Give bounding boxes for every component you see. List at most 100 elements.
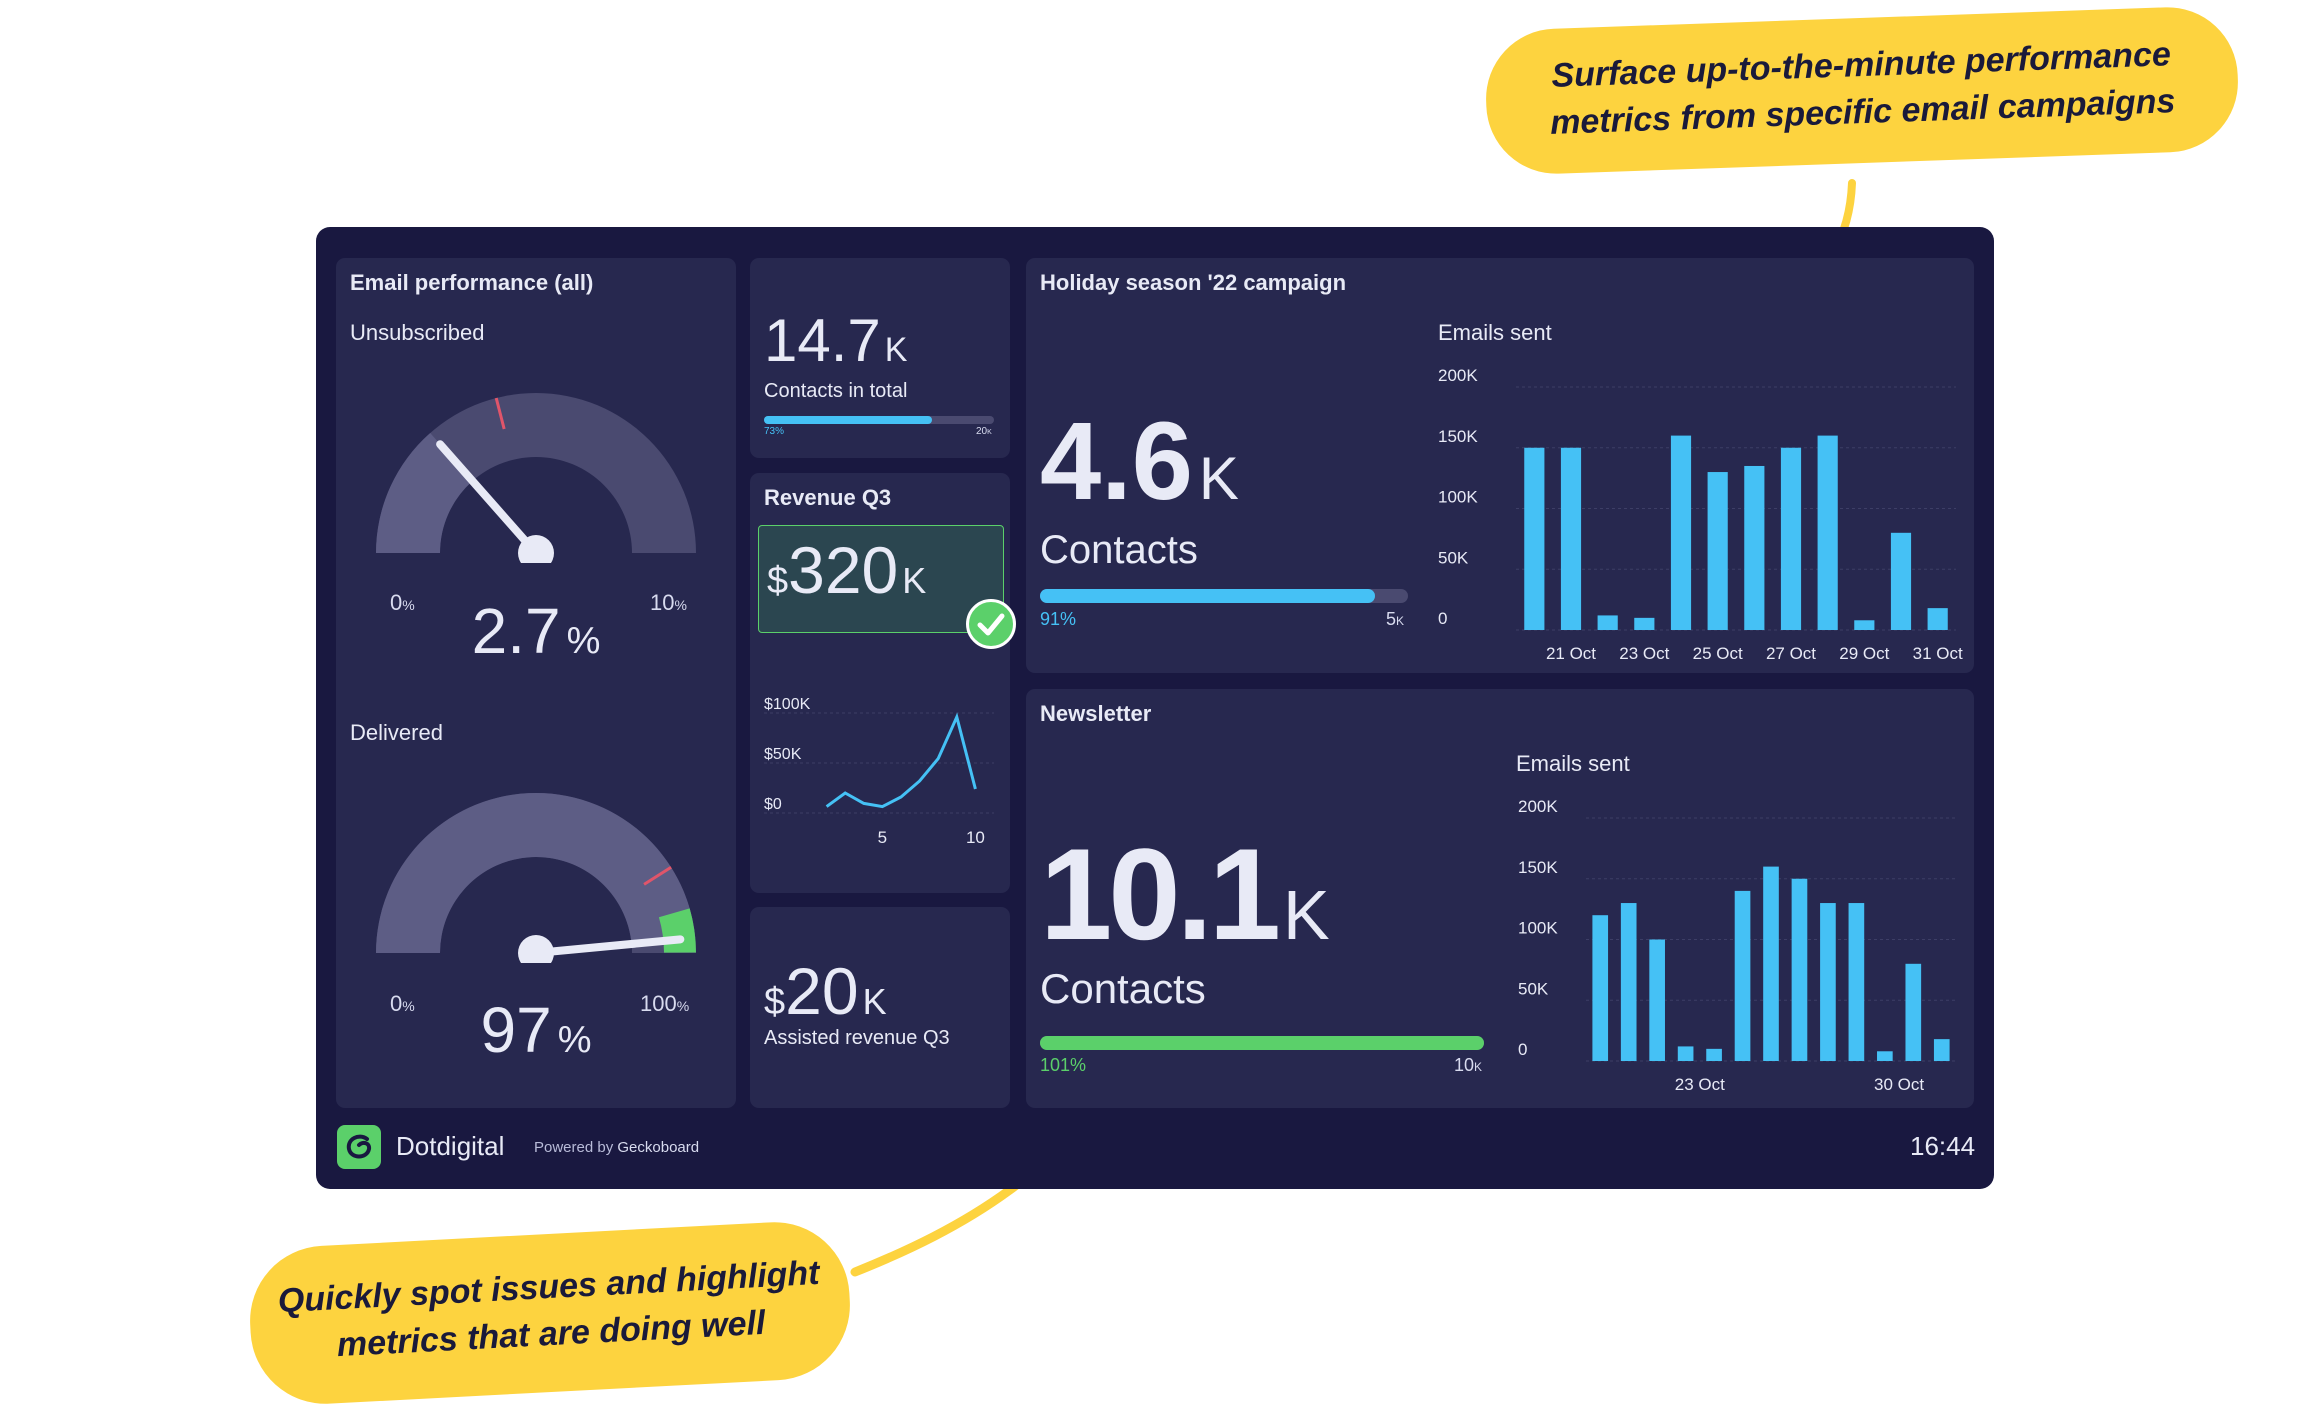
bar xyxy=(1927,608,1948,630)
delivered-number: 97 xyxy=(480,994,552,1066)
bar xyxy=(1820,903,1836,1061)
newsletter-card: Newsletter 10.1K Contacts 101% 10K Email… xyxy=(1026,689,1974,1108)
bar xyxy=(1634,617,1655,630)
email-performance-title: Email performance (all) xyxy=(350,270,594,295)
bar xyxy=(1877,1051,1893,1061)
bar xyxy=(1854,620,1875,630)
bar xyxy=(1848,903,1865,1061)
contacts-total-bar-right-value: 20 xyxy=(976,426,988,437)
delivered-value: 97% xyxy=(336,993,736,1067)
newsletter-chart-title: Emails sent xyxy=(1516,751,1630,776)
assisted-revenue-number: 20 xyxy=(785,954,859,1028)
bar xyxy=(1524,447,1545,630)
bar xyxy=(1677,1046,1694,1061)
bar xyxy=(1791,878,1808,1061)
x-tick-label: 27 Oct xyxy=(1766,644,1816,663)
revenue-value-box: $320 K xyxy=(758,525,1004,633)
unsubscribed-gauge xyxy=(376,393,696,563)
revenue-number: 320 xyxy=(788,533,899,607)
delivered-gauge-fill xyxy=(376,793,696,953)
contacts-total-value: 14.7 K xyxy=(764,306,907,375)
newsletter-bar-left: 101% xyxy=(1040,1055,1087,1075)
unsubscribed-min-unit: % xyxy=(402,597,415,613)
unsubscribed-needle-hub xyxy=(518,535,554,563)
y-tick-label: 50K xyxy=(1438,548,1469,567)
footer-powered-name: Geckoboard xyxy=(617,1139,700,1156)
bar xyxy=(1706,1048,1722,1061)
x-tick-label: 21 Oct xyxy=(1546,644,1596,663)
footer-brand: Dotdigital xyxy=(396,1131,505,1161)
check-icon xyxy=(966,599,1016,649)
callout-top: Surface up-to-the-minute performance met… xyxy=(1483,4,2241,177)
unsubscribed-min: 0% xyxy=(390,590,415,616)
contacts-total-card: 14.7 K Contacts in total 73% 20K xyxy=(750,258,1010,458)
bar xyxy=(1707,472,1728,630)
email-performance-card: Email performance (all) Unsubscribed 0% … xyxy=(336,258,736,1108)
x-tick-label: 10 xyxy=(966,828,985,847)
newsletter-bar-right-value: 10 xyxy=(1454,1055,1475,1075)
bar xyxy=(1620,903,1637,1061)
unsubscribed-gauge-fill xyxy=(376,432,473,553)
newsletter-contacts-suffix: K xyxy=(1283,876,1330,954)
y-tick-label: 100K xyxy=(1438,488,1478,507)
holiday-bar-left: 91% xyxy=(1040,609,1077,629)
x-tick-label: 25 Oct xyxy=(1693,644,1743,663)
newsletter-contacts-value: 10.1K xyxy=(1040,819,1330,969)
y-tick-label: $0 xyxy=(764,796,782,813)
bar xyxy=(1905,963,1922,1061)
unsubscribed-max-value: 10 xyxy=(650,590,675,615)
holiday-contacts-suffix: K xyxy=(1198,445,1239,512)
contacts-total-bar-right-unit: K xyxy=(987,429,992,436)
contacts-total-progress-track xyxy=(764,416,994,424)
dashboard: Email performance (all) Unsubscribed 0% … xyxy=(316,227,1994,1189)
contacts-total-suffix: K xyxy=(884,331,908,369)
delivered-needle-hub xyxy=(518,935,554,963)
delivered-unit: % xyxy=(557,1019,592,1061)
unsubscribed-min-value: 0 xyxy=(390,590,403,615)
y-tick-label: 100K xyxy=(1518,919,1558,938)
revenue-title: Revenue Q3 xyxy=(764,485,892,510)
delivered-threshold-marker xyxy=(643,866,672,886)
unsubscribed-unit: % xyxy=(566,620,601,662)
contacts-total-label: Contacts in total xyxy=(764,380,908,402)
unsubscribed-max-unit: % xyxy=(674,597,687,613)
newsletter-progress-track xyxy=(1040,1036,1484,1050)
revenue-sparkline-chart: $100K $50K $0 5 10 xyxy=(764,696,994,847)
bar xyxy=(1597,615,1618,630)
delivered-gauge xyxy=(376,793,696,963)
newsletter-progress-fill xyxy=(1040,1036,1484,1050)
unsubscribed-number: 2.7 xyxy=(471,595,561,667)
bar xyxy=(1780,447,1802,630)
holiday-bar-right-unit: K xyxy=(1396,614,1405,628)
holiday-campaign-title: Holiday season '22 campaign xyxy=(1040,270,1347,295)
assisted-revenue-suffix: K xyxy=(862,981,887,1022)
unsubscribed-needle xyxy=(436,440,540,557)
assisted-revenue-label: Assisted revenue Q3 xyxy=(764,1027,950,1049)
delivered-max-unit: % xyxy=(676,998,690,1014)
bar xyxy=(1734,890,1751,1061)
y-tick-label: 150K xyxy=(1518,858,1558,877)
delivered-min-unit: % xyxy=(402,998,415,1014)
newsletter-bar-right: 10K xyxy=(1454,1055,1482,1076)
contacts-total-bar-right: 20K xyxy=(976,426,992,437)
revenue-currency: $ xyxy=(767,560,789,602)
assisted-revenue-currency: $ xyxy=(764,981,786,1023)
bar xyxy=(1763,866,1779,1061)
bar xyxy=(1817,435,1838,630)
newsletter-contacts-number: 10.1 xyxy=(1040,821,1281,967)
holiday-emails-sent-chart: 200K 150K 100K 50K 0 21 Oct 23 Oct 25 Oct 27 Oct… xyxy=(1438,366,1963,663)
unsubscribed-threshold-marker xyxy=(494,397,506,430)
holiday-bar-right: 5K xyxy=(1386,609,1404,630)
bar xyxy=(1933,1039,1950,1061)
delivered-max-value: 100 xyxy=(640,991,677,1016)
footer-powered-by: Powered by Geckoboard xyxy=(534,1139,699,1156)
bar xyxy=(1560,447,1582,630)
holiday-contacts-number: 4.6 xyxy=(1040,400,1193,523)
bar xyxy=(1592,915,1609,1061)
y-tick-label: $100K xyxy=(764,696,811,713)
holiday-progress-track xyxy=(1040,589,1408,603)
revenue-suffix: K xyxy=(902,560,927,601)
bar xyxy=(1744,465,1765,630)
newsletter-title: Newsletter xyxy=(1040,701,1152,726)
callout-bottom: Quickly spot issues and highlight metric… xyxy=(246,1218,854,1408)
